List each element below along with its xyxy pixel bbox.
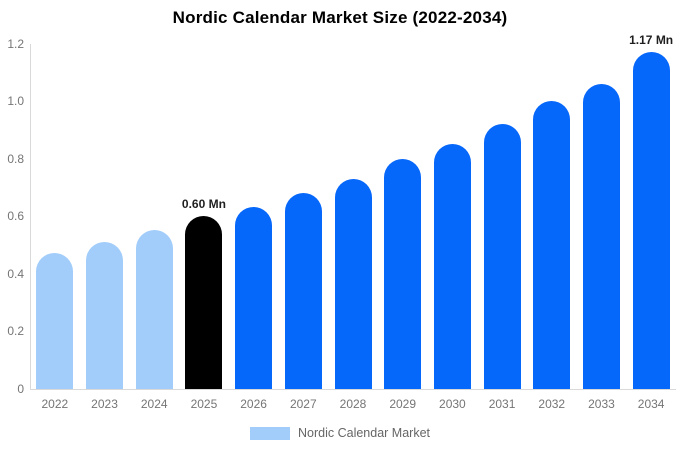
legend-swatch-icon xyxy=(250,426,290,440)
bar-2028 xyxy=(334,178,372,389)
x-axis-line xyxy=(30,388,676,390)
legend-label: Nordic Calendar Market xyxy=(298,426,430,440)
bar-2032 xyxy=(533,101,571,389)
y-axis-tick-label: 0.2 xyxy=(7,324,24,338)
y-axis-tick-label: 1.0 xyxy=(7,94,24,108)
x-axis-label-2029: 2029 xyxy=(389,396,417,411)
y-axis-tick-label: 0 xyxy=(17,381,24,396)
bar-2022 xyxy=(36,253,74,389)
x-axis-label-2026: 2026 xyxy=(240,396,267,411)
bar-2031 xyxy=(483,124,521,389)
y-axis-tick-label: 0.6 xyxy=(7,209,24,223)
bar-2026 xyxy=(235,207,273,389)
x-axis-label-2031: 2031 xyxy=(488,396,516,411)
x-axis-label-2024: 2024 xyxy=(140,396,168,411)
bar-2024 xyxy=(135,230,173,389)
y-axis-tick-label: 0.4 xyxy=(7,266,24,281)
bar-2025 xyxy=(185,216,223,389)
chart-title: Nordic Calendar Market Size (2022-2034) xyxy=(172,8,508,27)
bar-value-label-2025: 0.60 Mn xyxy=(181,197,226,211)
bar-2033 xyxy=(582,83,620,389)
x-axis-label-2028: 2028 xyxy=(339,396,367,411)
x-axis-label-2027: 2027 xyxy=(289,396,317,411)
x-axis-label-2033: 2033 xyxy=(588,396,615,411)
legend-item[interactable]: Nordic Calendar Market xyxy=(250,426,430,440)
x-axis-label-2023: 2023 xyxy=(91,396,118,411)
legend: Nordic Calendar Market xyxy=(0,426,680,440)
bar-2030 xyxy=(433,144,471,389)
bar-2034 xyxy=(632,52,670,389)
bar-2027 xyxy=(284,193,322,389)
x-axis-label-2034: 2034 xyxy=(637,396,665,411)
x-axis-label-2022: 2022 xyxy=(41,396,69,411)
x-axis-label-2032: 2032 xyxy=(538,396,566,411)
bar-2029 xyxy=(384,158,422,389)
x-axis-label-2025: 2025 xyxy=(190,396,218,411)
bar-value-label-2034: 1.17 Mn xyxy=(629,33,674,48)
bar-2023 xyxy=(86,241,124,389)
y-axis-tick-label: 0.8 xyxy=(7,151,24,166)
y-axis-line xyxy=(30,43,31,389)
x-axis-label-2030: 2030 xyxy=(439,396,466,411)
y-axis-tick-label: 1.2 xyxy=(7,36,24,51)
